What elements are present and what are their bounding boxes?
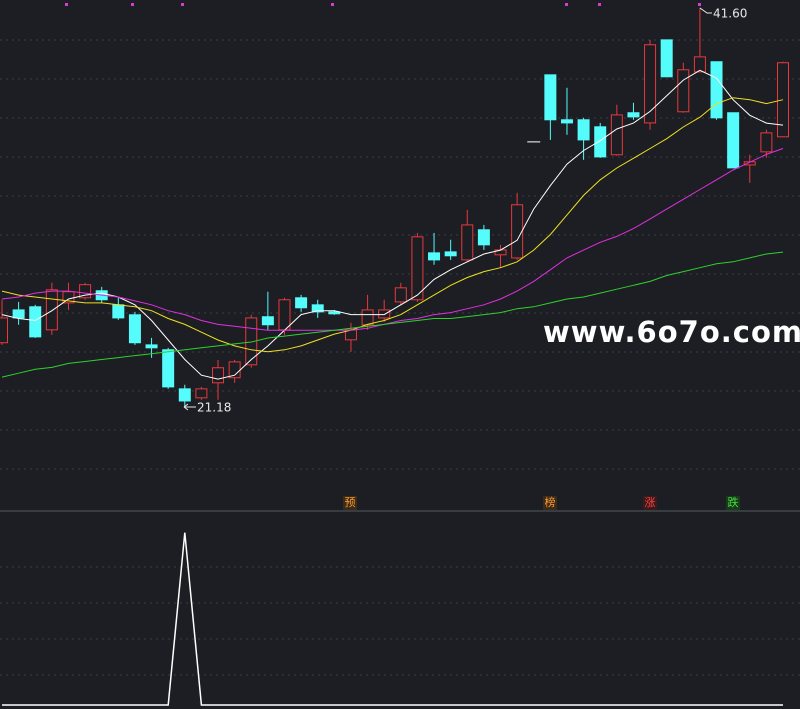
- candle-body: [112, 304, 125, 319]
- plot-area: [0, 7, 789, 706]
- candle-body: [261, 316, 274, 326]
- signal: 预: [345, 496, 356, 509]
- signal-box: [726, 496, 740, 510]
- arrow: [699, 7, 712, 14]
- candle-body: [644, 44, 657, 124]
- signal-box: [643, 496, 657, 510]
- candle-body: [162, 349, 175, 388]
- signal: 榜: [545, 495, 556, 509]
- watermark: www.6o7o.com: [543, 315, 800, 349]
- candle-body: [727, 112, 740, 169]
- grid: [0, 39, 800, 676]
- candle-body: [328, 311, 341, 315]
- candle-body: [677, 69, 690, 113]
- candle-body: [461, 224, 474, 261]
- candle-body: [311, 304, 324, 313]
- candle-body: [693, 56, 706, 73]
- candle-body: [411, 236, 424, 301]
- candle-body: [760, 132, 773, 153]
- candle-body: [394, 287, 407, 303]
- candle-body: [444, 251, 457, 257]
- marker: [565, 3, 568, 6]
- candle-body: [378, 309, 391, 319]
- arrow: [183, 403, 196, 411]
- candle-body: [295, 297, 308, 309]
- signal-box: [543, 496, 557, 510]
- candle-body: [128, 314, 141, 344]
- top-markers: [65, 3, 701, 6]
- signal: 跌: [728, 495, 739, 509]
- candle-body: [212, 367, 225, 384]
- candle-body: [178, 388, 191, 402]
- candle-body: [627, 112, 640, 118]
- indicator-line: [2, 532, 783, 706]
- candle-body: [511, 204, 524, 259]
- candle-body: [195, 388, 208, 399]
- candle-body: [45, 289, 58, 331]
- price-label-low: 21.18: [183, 401, 231, 415]
- signal-box: [343, 496, 357, 510]
- candle-body: [0, 317, 8, 344]
- moving-average: [1, 251, 784, 378]
- candle-body: [278, 299, 291, 331]
- price-label: 41.60: [713, 7, 747, 21]
- signals: 预 榜 涨 跌: [343, 495, 740, 510]
- candle-body: [544, 74, 557, 121]
- marker: [331, 3, 334, 6]
- candle-body: [29, 306, 42, 338]
- moving-average: [1, 148, 784, 331]
- marker: [598, 3, 601, 6]
- candle-body: [477, 229, 490, 246]
- candle-body: [560, 119, 573, 124]
- candle-body: [79, 284, 92, 299]
- price-label-high: 41.60: [699, 7, 747, 21]
- candle-body: [577, 119, 590, 141]
- marker: [698, 3, 701, 6]
- marker: [65, 3, 68, 6]
- candle-body: [594, 126, 607, 158]
- signal: 涨: [645, 496, 656, 509]
- candle-body: [660, 39, 673, 78]
- candle-body: [710, 61, 723, 119]
- candle-body: [245, 317, 258, 366]
- price-label: 21.18: [197, 401, 231, 415]
- marker: [181, 3, 184, 6]
- candle-body: [145, 344, 158, 349]
- candle-body: [610, 114, 623, 156]
- candle-body: [12, 309, 25, 319]
- moving-average: [1, 69, 784, 380]
- moving-average: [1, 97, 784, 353]
- candle-body: [428, 252, 441, 261]
- candle-body: [361, 309, 374, 326]
- marker: [131, 3, 134, 6]
